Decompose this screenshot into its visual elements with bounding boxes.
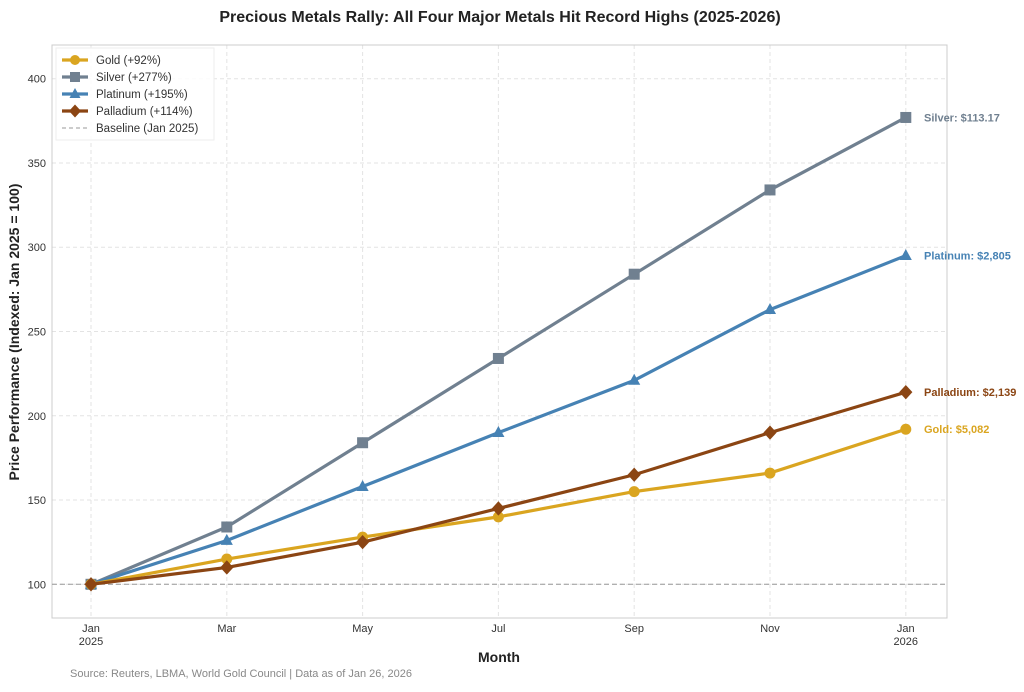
data-point	[357, 437, 369, 449]
y-tick-label: 200	[28, 411, 46, 423]
data-point	[491, 501, 505, 516]
source-note: Source: Reuters, LBMA, World Gold Counci…	[70, 668, 412, 680]
data-point	[899, 249, 912, 261]
data-point	[628, 373, 641, 385]
legend-entry: Gold (+92%)	[96, 55, 161, 67]
data-point	[628, 486, 640, 498]
legend-marker	[70, 55, 80, 65]
y-tick-label: 150	[28, 495, 46, 507]
x-axis-label: Month	[478, 649, 520, 665]
legend-entry: Palladium (+114%)	[96, 106, 193, 118]
x-tick-label: Jan	[897, 623, 915, 635]
data-point	[492, 511, 504, 523]
x-tick-label: Nov	[760, 623, 780, 635]
series-diamond: Palladium: $2,139	[84, 385, 1016, 592]
end-label: Silver: $113.17	[924, 112, 1000, 124]
data-point	[627, 467, 641, 482]
data-point	[84, 577, 98, 592]
x-tick-label: Jan	[82, 623, 100, 635]
data-point	[764, 184, 776, 196]
legend-marker	[70, 72, 80, 82]
end-label: Platinum: $2,805	[924, 251, 1011, 263]
plot-frame	[51, 44, 948, 619]
y-tick-label: 400	[28, 74, 46, 86]
data-point	[356, 535, 370, 550]
data-point	[492, 426, 505, 438]
x-tick-year-label: 2025	[79, 636, 103, 648]
data-point	[220, 560, 234, 575]
series-circle: Gold: $5,082	[85, 423, 989, 590]
x-tick-label: Mar	[217, 623, 236, 635]
legend: Gold (+92%) Silver (+277%) Platinum (+195%…	[55, 47, 215, 141]
x-tick-year-label: 2026	[894, 636, 918, 648]
data-point	[492, 352, 504, 364]
legend-entry: Baseline (Jan 2025)	[96, 123, 198, 135]
data-point	[764, 467, 776, 479]
x-tick-label: May	[352, 623, 373, 635]
end-label: Palladium: $2,139	[924, 387, 1016, 399]
data-point	[763, 425, 777, 440]
data-point	[900, 111, 912, 123]
series-triangle: Platinum: $2,805	[84, 249, 1011, 589]
y-tick-label: 250	[28, 327, 46, 339]
x-tick-label: Jul	[491, 623, 505, 635]
data-point	[220, 533, 233, 545]
data-point	[221, 553, 233, 565]
end-label: Gold: $5,082	[924, 424, 989, 436]
series-square: Silver: $113.17	[85, 111, 1000, 590]
data-point	[221, 521, 233, 533]
chart-title: Precious Metals Rally: All Four Major Me…	[219, 9, 780, 26]
x-tick-label: Sep	[624, 623, 644, 635]
legend-entry: Silver (+277%)	[96, 72, 172, 84]
data-point	[356, 479, 369, 491]
legend-marker	[69, 104, 81, 118]
data-point	[900, 423, 912, 435]
y-tick-label: 100	[28, 579, 46, 591]
legend-entry: Platinum (+195%)	[96, 89, 188, 101]
data-point	[763, 302, 777, 314]
y-tick-label: 350	[28, 158, 46, 170]
data-point	[628, 268, 640, 280]
legend-marker	[69, 88, 81, 98]
data-point	[899, 385, 913, 400]
y-axis-label: Price Performance (Indexed: Jan 2025 = 1…	[6, 184, 22, 481]
y-tick-label: 300	[28, 242, 46, 254]
